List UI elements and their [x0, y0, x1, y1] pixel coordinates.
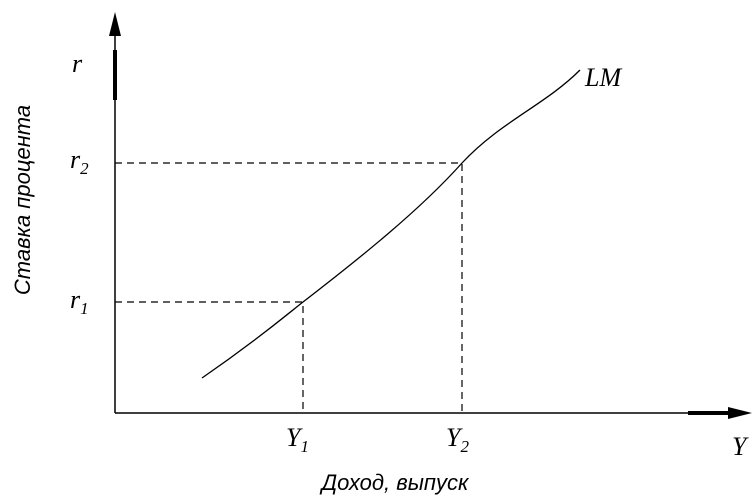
y-title: Ставка процента [10, 105, 35, 295]
curve-label: LM [584, 63, 622, 92]
y2-sub: 2 [460, 437, 469, 456]
y2-main: Y [446, 423, 463, 452]
y-symbol: r [72, 49, 83, 78]
y1-label: Y1 [286, 423, 309, 456]
x-axis-arrow [728, 407, 752, 419]
y-axis-arrow [109, 12, 121, 36]
x-symbol: Y [732, 432, 749, 461]
x-title: Доход, выпуск [319, 470, 470, 495]
y2-label: Y2 [446, 423, 469, 456]
r1-main: r [70, 285, 81, 314]
guide-2 [115, 162, 463, 413]
r2-sub: 2 [80, 159, 89, 178]
r2-label: r2 [70, 145, 89, 178]
y1-sub: 1 [300, 437, 309, 456]
y1-main: Y [286, 423, 303, 452]
r1-label: r1 [70, 285, 89, 318]
guide-1 [115, 301, 304, 413]
r2-main: r [70, 145, 81, 174]
r1-sub: 1 [80, 299, 89, 318]
lm-curve [201, 69, 581, 379]
